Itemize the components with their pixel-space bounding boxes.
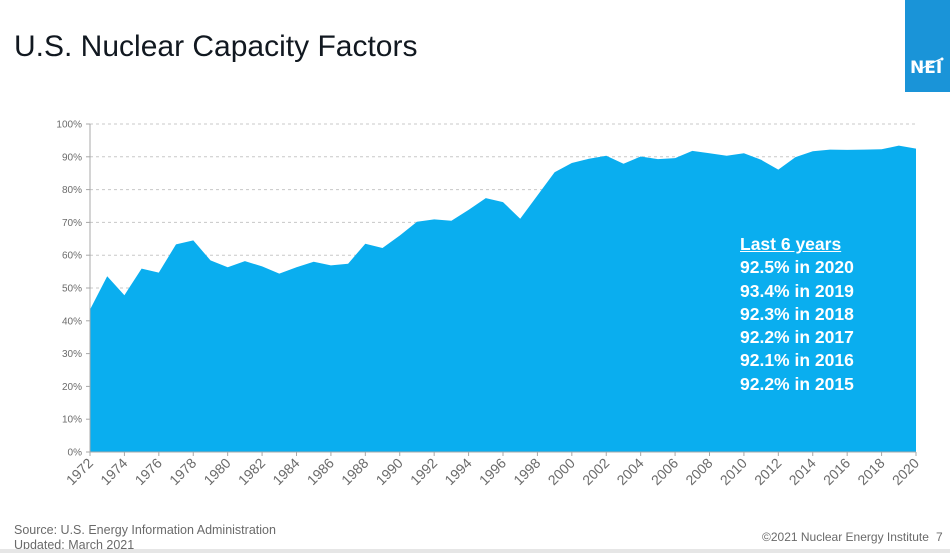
annotation-heading: Last 6 years: [740, 234, 842, 254]
source-text: Source: U.S. Energy Information Administ…: [14, 523, 276, 537]
x-tick-label: 1992: [407, 455, 440, 488]
annotation-line: 92.5% in 2020: [740, 257, 854, 278]
x-tick-label: 1988: [338, 455, 371, 488]
x-tick-label: 1978: [166, 455, 199, 488]
y-tick-label: 100%: [56, 120, 82, 131]
updated-text: Updated: March 2021: [14, 538, 135, 552]
annotation-line: 92.1% in 2016: [740, 350, 854, 371]
x-tick-label: 1994: [441, 455, 474, 488]
x-tick-label: 1980: [200, 455, 233, 488]
y-tick-label: 80%: [62, 185, 82, 196]
y-axis-ticks: 0% 10% 20% 30% 40% 50% 60% 70% 80% 90% 100%: [56, 120, 90, 459]
orbit-icon: [918, 57, 944, 71]
x-tick-label: 2012: [751, 455, 784, 488]
x-tick-label: 1972: [63, 455, 96, 488]
y-tick-label: 30%: [62, 349, 82, 360]
x-tick-label: 1982: [235, 455, 268, 488]
x-tick-label: 2014: [786, 455, 819, 488]
y-tick-label: 40%: [62, 316, 82, 327]
nei-logo: NEI: [905, 0, 950, 92]
y-tick-label: 70%: [62, 218, 82, 229]
y-tick-label: 90%: [62, 152, 82, 163]
annotation-line: 92.2% in 2015: [740, 373, 854, 394]
y-tick-label: 60%: [62, 251, 82, 262]
x-tick-label: 2008: [682, 455, 715, 488]
source-note: Source: U.S. Energy Information Administ…: [14, 523, 276, 553]
y-tick-label: 50%: [62, 284, 82, 295]
capacity-factor-area: [90, 145, 916, 452]
x-tick-label: 1986: [304, 455, 337, 488]
y-tick-label: 0%: [68, 448, 83, 459]
last-six-years-annotation: Last 6 years 92.5% in 2020 93.4% in 2019…: [740, 233, 854, 396]
x-tick-label: 2002: [579, 455, 612, 488]
x-tick-label: 2010: [717, 455, 750, 488]
x-tick-label: 1990: [373, 455, 406, 488]
x-tick-label: 1998: [510, 455, 543, 488]
x-tick-label: 2020: [889, 455, 922, 488]
annotation-line: 92.3% in 2018: [740, 303, 854, 324]
x-tick-label: 1996: [476, 455, 509, 488]
x-tick-label: 2004: [613, 455, 646, 488]
slide-title: U.S. Nuclear Capacity Factors: [14, 30, 418, 63]
x-axis-ticks: 1972 1974 1976 1978 1980 1982 1984 1986 1988 1990…: [63, 452, 922, 488]
x-tick-label: 2018: [854, 455, 887, 488]
logo-text: NEI: [910, 58, 943, 78]
x-tick-label: 1984: [269, 455, 302, 488]
x-tick-label: 2006: [648, 455, 681, 488]
x-tick-label: 1976: [132, 455, 165, 488]
bottom-divider: [0, 549, 950, 553]
annotation-line: 92.2% in 2017: [740, 327, 854, 348]
x-tick-label: 2000: [545, 455, 578, 488]
x-tick-label: 1974: [97, 455, 130, 488]
y-tick-label: 20%: [62, 382, 82, 393]
annotation-line: 93.4% in 2019: [740, 280, 854, 301]
y-tick-label: 10%: [62, 415, 82, 426]
copyright: ©2021 Nuclear Energy Institute: [762, 530, 929, 544]
x-tick-label: 2016: [820, 455, 853, 488]
page-number: 7: [936, 530, 943, 544]
capacity-factor-chart: 0%10%20%30%40%50%60%70%80%90%100% 1972 19…: [56, 120, 922, 489]
